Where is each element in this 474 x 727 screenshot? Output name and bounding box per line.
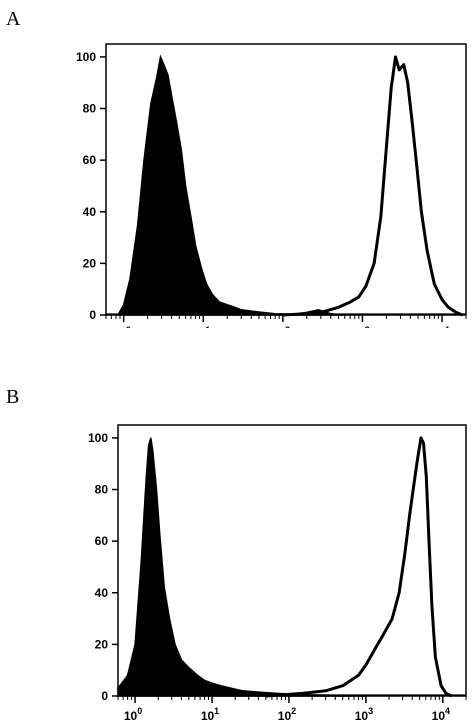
y-tick-label: 40 (95, 586, 109, 600)
y-tick-label: 60 (95, 534, 109, 548)
outline-histogram-series (265, 436, 453, 698)
x-tick-label: 103 (355, 706, 373, 720)
x-tick-label: 102 (278, 706, 296, 720)
panel-label-b: B (6, 386, 20, 408)
x-tick-label: 100 (124, 706, 142, 720)
x-tick-label: 100 (112, 325, 130, 328)
histogram-chart-b: 0 20 40 60 80 100 100 101 102 103 104 (88, 424, 467, 720)
x-tick-label: 102 (272, 325, 290, 328)
panel-label-a: A (6, 8, 21, 30)
outline-histogram-series (282, 55, 463, 317)
y-tick-label: 0 (101, 689, 108, 703)
x-tick-label: 101 (192, 325, 210, 328)
x-tick-label: 104 (431, 325, 449, 328)
filled-histogram-series (117, 437, 366, 697)
y-tick-label: 20 (83, 256, 97, 270)
y-tick-label: 80 (95, 483, 109, 497)
y-tick-label: 100 (88, 431, 108, 445)
x-tick-label: 101 (201, 706, 219, 720)
x-tick-label: 103 (351, 325, 369, 328)
y-tick-label: 60 (83, 153, 97, 167)
y-tick-label: 40 (83, 205, 97, 219)
filled-histogram-series (116, 54, 345, 316)
plot-frame (117, 424, 467, 697)
plot-frame (105, 43, 467, 316)
y-tick-label: 100 (76, 50, 96, 64)
x-tick-label: 104 (432, 706, 450, 720)
histogram-chart-a: 0 20 40 60 80 100 100 101 102 103 104 (76, 43, 467, 328)
y-tick-label: 0 (89, 308, 96, 322)
y-tick-label: 80 (83, 102, 97, 116)
y-tick-label: 20 (95, 637, 109, 651)
